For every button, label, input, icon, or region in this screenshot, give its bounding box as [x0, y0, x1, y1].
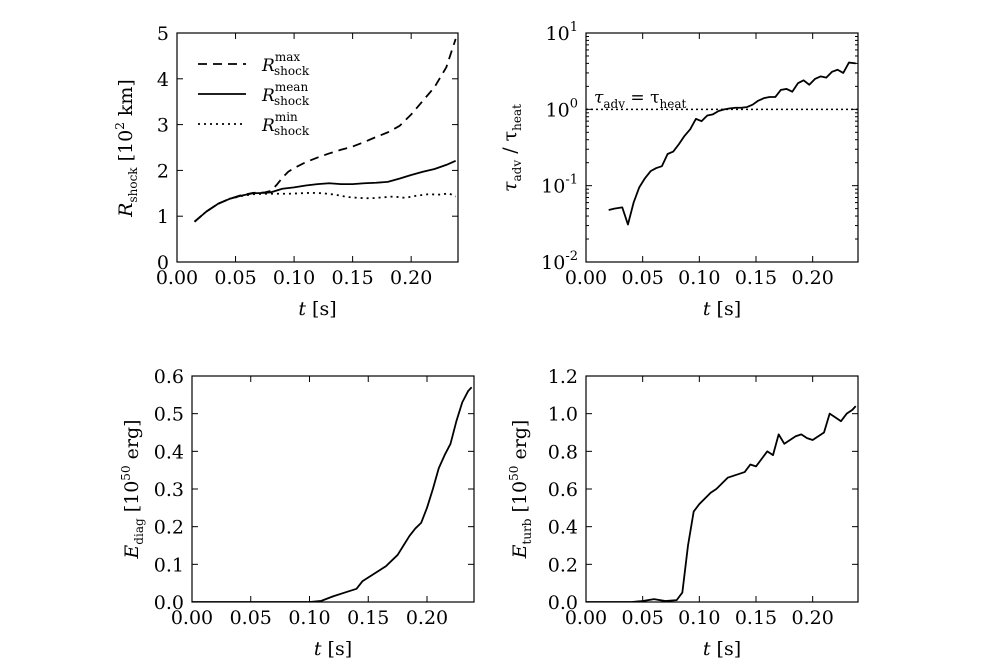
y-tick-label: 0	[157, 252, 169, 274]
y-axis-label-ediag: Ediag [1050 erg]	[119, 419, 146, 559]
y-tick-label: 0.6	[154, 366, 184, 388]
series-line-1	[586, 405, 857, 602]
y-tick-label: 0.3	[154, 479, 184, 501]
x-tick-label: 0.10	[288, 607, 330, 629]
x-axis-label: t [s]	[298, 298, 336, 320]
plot-frame	[585, 375, 859, 603]
y-tick-label: 0.6	[548, 479, 578, 501]
y-axis-label-eturb: Eturb [1050 erg]	[507, 420, 534, 560]
plot-frame	[585, 32, 859, 263]
y-tick-label: 3	[157, 115, 169, 137]
series-line-1	[192, 386, 473, 602]
legend-label-3: Rmin shock	[261, 110, 310, 138]
y-axis-label-tau-ratio: τadv / τheat	[499, 104, 524, 192]
y-tick-label: 100	[546, 96, 578, 121]
series-line-2	[193, 159, 457, 223]
x-tick-label: 0.20	[792, 607, 834, 629]
panel-3: 0.00 0.05 0.10 0.15 0.20 0.0 0.1 0.2 0.3 0.4 0.5 0.…	[154, 366, 475, 660]
legend-label-1: Rmax shock	[261, 50, 310, 78]
x-axis-label: t [s]	[314, 638, 352, 660]
x-tick-label: 0.20	[406, 607, 448, 629]
y-tick-label: 10-2	[541, 249, 578, 274]
y-tick-label: 10-1	[541, 173, 578, 198]
y-tick-label: 0.4	[154, 441, 184, 463]
reference-line-label: τadv = τheat	[594, 88, 686, 111]
x-tick-label: 0.05	[230, 607, 272, 629]
svg-text:Rshock [102 km]: Rshock [102 km]	[113, 79, 140, 218]
y-tick-label: 0.1	[154, 554, 184, 576]
x-tick-label: 0.15	[735, 267, 777, 289]
y-tick-label: 0.0	[548, 592, 578, 614]
svg-text:Eturb [1050 erg]: Eturb [1050 erg]	[507, 420, 534, 560]
x-tick-label: 0.05	[214, 267, 256, 289]
svg-text:t [s]: t [s]	[298, 298, 336, 320]
x-tick-label: 0.10	[273, 267, 315, 289]
x-tick-label: 0.00	[171, 607, 213, 629]
y-tick-label: 2	[157, 160, 169, 182]
x-tick-label: 0.05	[622, 607, 664, 629]
y-tick-label: 5	[157, 23, 169, 45]
y-axis-label-rshock: Rshock [102 km]	[113, 79, 140, 218]
panel-2: 0.00 0.05 0.10 0.15 0.20 10-2 10-1 100 101 t [s]	[541, 20, 859, 320]
y-tick-label: 0.2	[154, 517, 184, 539]
y-tick-label: 101	[546, 20, 578, 45]
series-line-1	[608, 61, 856, 226]
y-tick-label: 1.2	[548, 366, 578, 388]
x-tick-label: 0.15	[347, 607, 389, 629]
y-tick-label: 4	[157, 69, 169, 91]
x-tick-label: 0.15	[331, 267, 373, 289]
y-tick-label: 0.0	[154, 592, 184, 614]
x-axis-label: t [s]	[703, 638, 741, 660]
svg-text:τadv / τheat: τadv / τheat	[499, 104, 524, 192]
x-tick-label: 0.10	[678, 607, 720, 629]
legend-label-2: Rmean shock	[261, 80, 310, 108]
y-tick-label: 0.8	[548, 441, 578, 463]
y-tick-label: 0.2	[548, 554, 578, 576]
panel-1: 0.00 0.05 0.10 0.15 0.20 0 1 2 3 4 5 t [s]	[156, 23, 459, 320]
x-axis-label: t [s]	[703, 298, 741, 320]
y-tick-label: 1.0	[548, 404, 578, 426]
y-tick-label: 0.4	[548, 517, 578, 539]
svg-text:Ediag [1050 erg]: Ediag [1050 erg]	[119, 419, 146, 559]
svg-text:t [s]: t [s]	[314, 638, 352, 660]
y-tick-label: 1	[157, 206, 169, 228]
x-tick-label: 0.10	[678, 267, 720, 289]
x-tick-label: 0.05	[622, 267, 664, 289]
plot-frame	[191, 375, 475, 603]
x-tick-label: 0.20	[390, 267, 432, 289]
x-tick-label: 0.00	[565, 607, 607, 629]
x-tick-label: 0.20	[792, 267, 834, 289]
plot-frame	[176, 32, 459, 263]
x-tick-label: 0.15	[735, 607, 777, 629]
x-tick-label: 0.00	[565, 267, 607, 289]
y-tick-label: 0.5	[154, 404, 184, 426]
svg-text:t [s]: t [s]	[703, 298, 741, 320]
series-line-1	[193, 38, 457, 223]
svg-text:t [s]: t [s]	[703, 638, 741, 660]
x-tick-label: 0.00	[156, 267, 198, 289]
panel-4: 0.00 0.05 0.10 0.15 0.20 0.0 0.2 0.4 0.6 0.8 1.0 1.…	[548, 366, 859, 660]
